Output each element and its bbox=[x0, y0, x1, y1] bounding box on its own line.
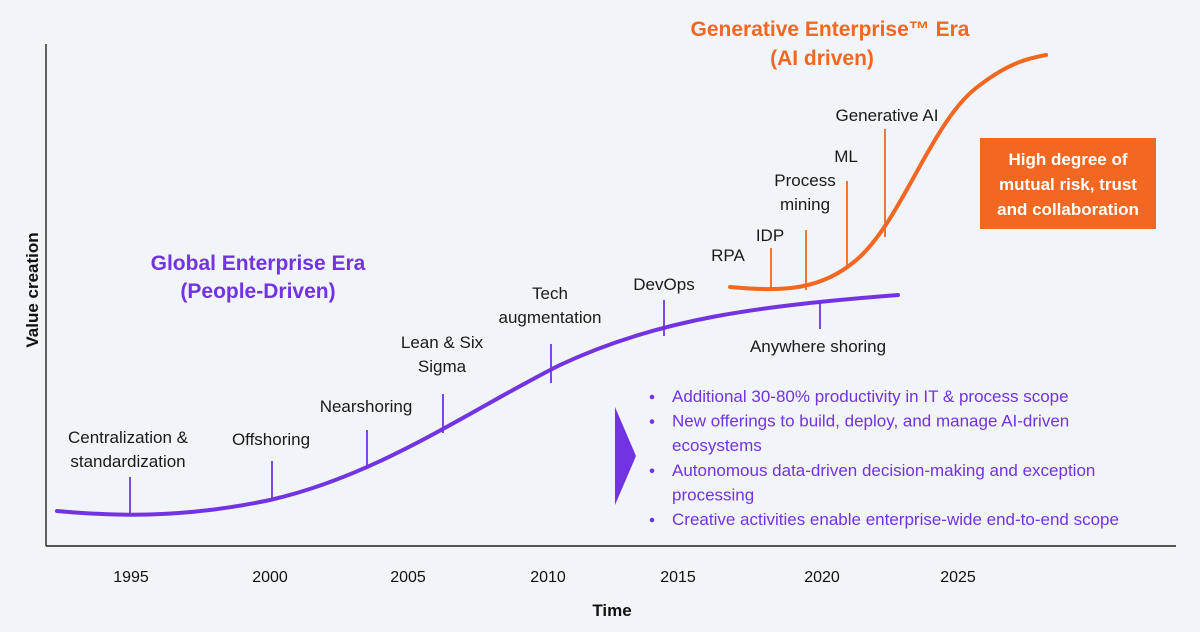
chevron-arrow-icon bbox=[615, 407, 636, 505]
benefit-text: processing bbox=[672, 485, 754, 504]
x-tick-label: 2005 bbox=[390, 569, 426, 586]
risk-callout-line-2: mutual risk, trust bbox=[999, 175, 1137, 194]
x-tick-label: 2010 bbox=[530, 569, 566, 586]
x-tick-label: 2020 bbox=[804, 569, 840, 586]
marker-label: mining bbox=[780, 195, 830, 214]
marker-label: ML bbox=[834, 147, 858, 166]
benefits-list: Additional 30-80% productivity in IT & p… bbox=[649, 387, 1119, 529]
x-axis-title: Time bbox=[592, 601, 631, 620]
risk-callout-line-3: and collaboration bbox=[997, 200, 1139, 219]
x-tick-labels: 1995 2000 2005 2010 2015 2020 2025 bbox=[113, 569, 976, 586]
benefit-text: ecosystems bbox=[672, 436, 762, 455]
marker-label: Lean & Six bbox=[401, 333, 484, 352]
generative-era-curve bbox=[728, 53, 1048, 292]
marker-label: Offshoring bbox=[232, 430, 310, 449]
marker-label: IDP bbox=[756, 226, 784, 245]
bullet-dot bbox=[649, 394, 655, 400]
global-era-title: Global Enterprise Era bbox=[151, 252, 366, 275]
benefit-text: Creative activities enable enterprise-wi… bbox=[672, 510, 1119, 529]
bullet-dot bbox=[649, 517, 655, 523]
benefit-text: Additional 30-80% productivity in IT & p… bbox=[672, 387, 1069, 406]
global-era-markers: Centralization & standardization Offshorin… bbox=[68, 275, 886, 516]
y-axis-title: Value creation bbox=[23, 232, 42, 347]
x-tick-label: 2000 bbox=[252, 569, 288, 586]
marker-label: Centralization & bbox=[68, 428, 189, 447]
marker-label: DevOps bbox=[633, 275, 694, 294]
x-tick-label: 2025 bbox=[940, 569, 976, 586]
marker-label: standardization bbox=[70, 452, 185, 471]
x-tick-label: 2015 bbox=[660, 569, 696, 586]
generative-era-markers: RPA IDP Process mining ML Generative AI bbox=[711, 106, 939, 290]
marker-label: Generative AI bbox=[835, 106, 938, 125]
marker-label: Process bbox=[774, 171, 835, 190]
global-era-subtitle: (People-Driven) bbox=[180, 280, 335, 303]
risk-callout-line-1: High degree of bbox=[1008, 150, 1127, 169]
marker-label: Anywhere shoring bbox=[750, 337, 886, 356]
bullet-dot bbox=[649, 468, 655, 474]
marker-label: augmentation bbox=[498, 308, 601, 327]
risk-callout: High degree of mutual risk, trust and co… bbox=[980, 138, 1156, 229]
x-tick-label: 1995 bbox=[113, 569, 149, 586]
generative-era-subtitle: (AI driven) bbox=[770, 47, 874, 70]
marker-label: Nearshoring bbox=[320, 397, 413, 416]
bullet-dot bbox=[649, 419, 655, 424]
benefit-text: New offerings to build, deploy, and mana… bbox=[672, 412, 1069, 431]
generative-era-title: Generative Enterprise™ Era bbox=[691, 18, 970, 41]
marker-label: RPA bbox=[711, 246, 745, 265]
risk-callout-box bbox=[980, 138, 1156, 229]
marker-label: Tech bbox=[532, 284, 568, 303]
benefit-text: Autonomous data-driven decision-making a… bbox=[672, 461, 1095, 480]
global-era-curve bbox=[55, 293, 900, 517]
marker-label: Sigma bbox=[418, 357, 467, 376]
